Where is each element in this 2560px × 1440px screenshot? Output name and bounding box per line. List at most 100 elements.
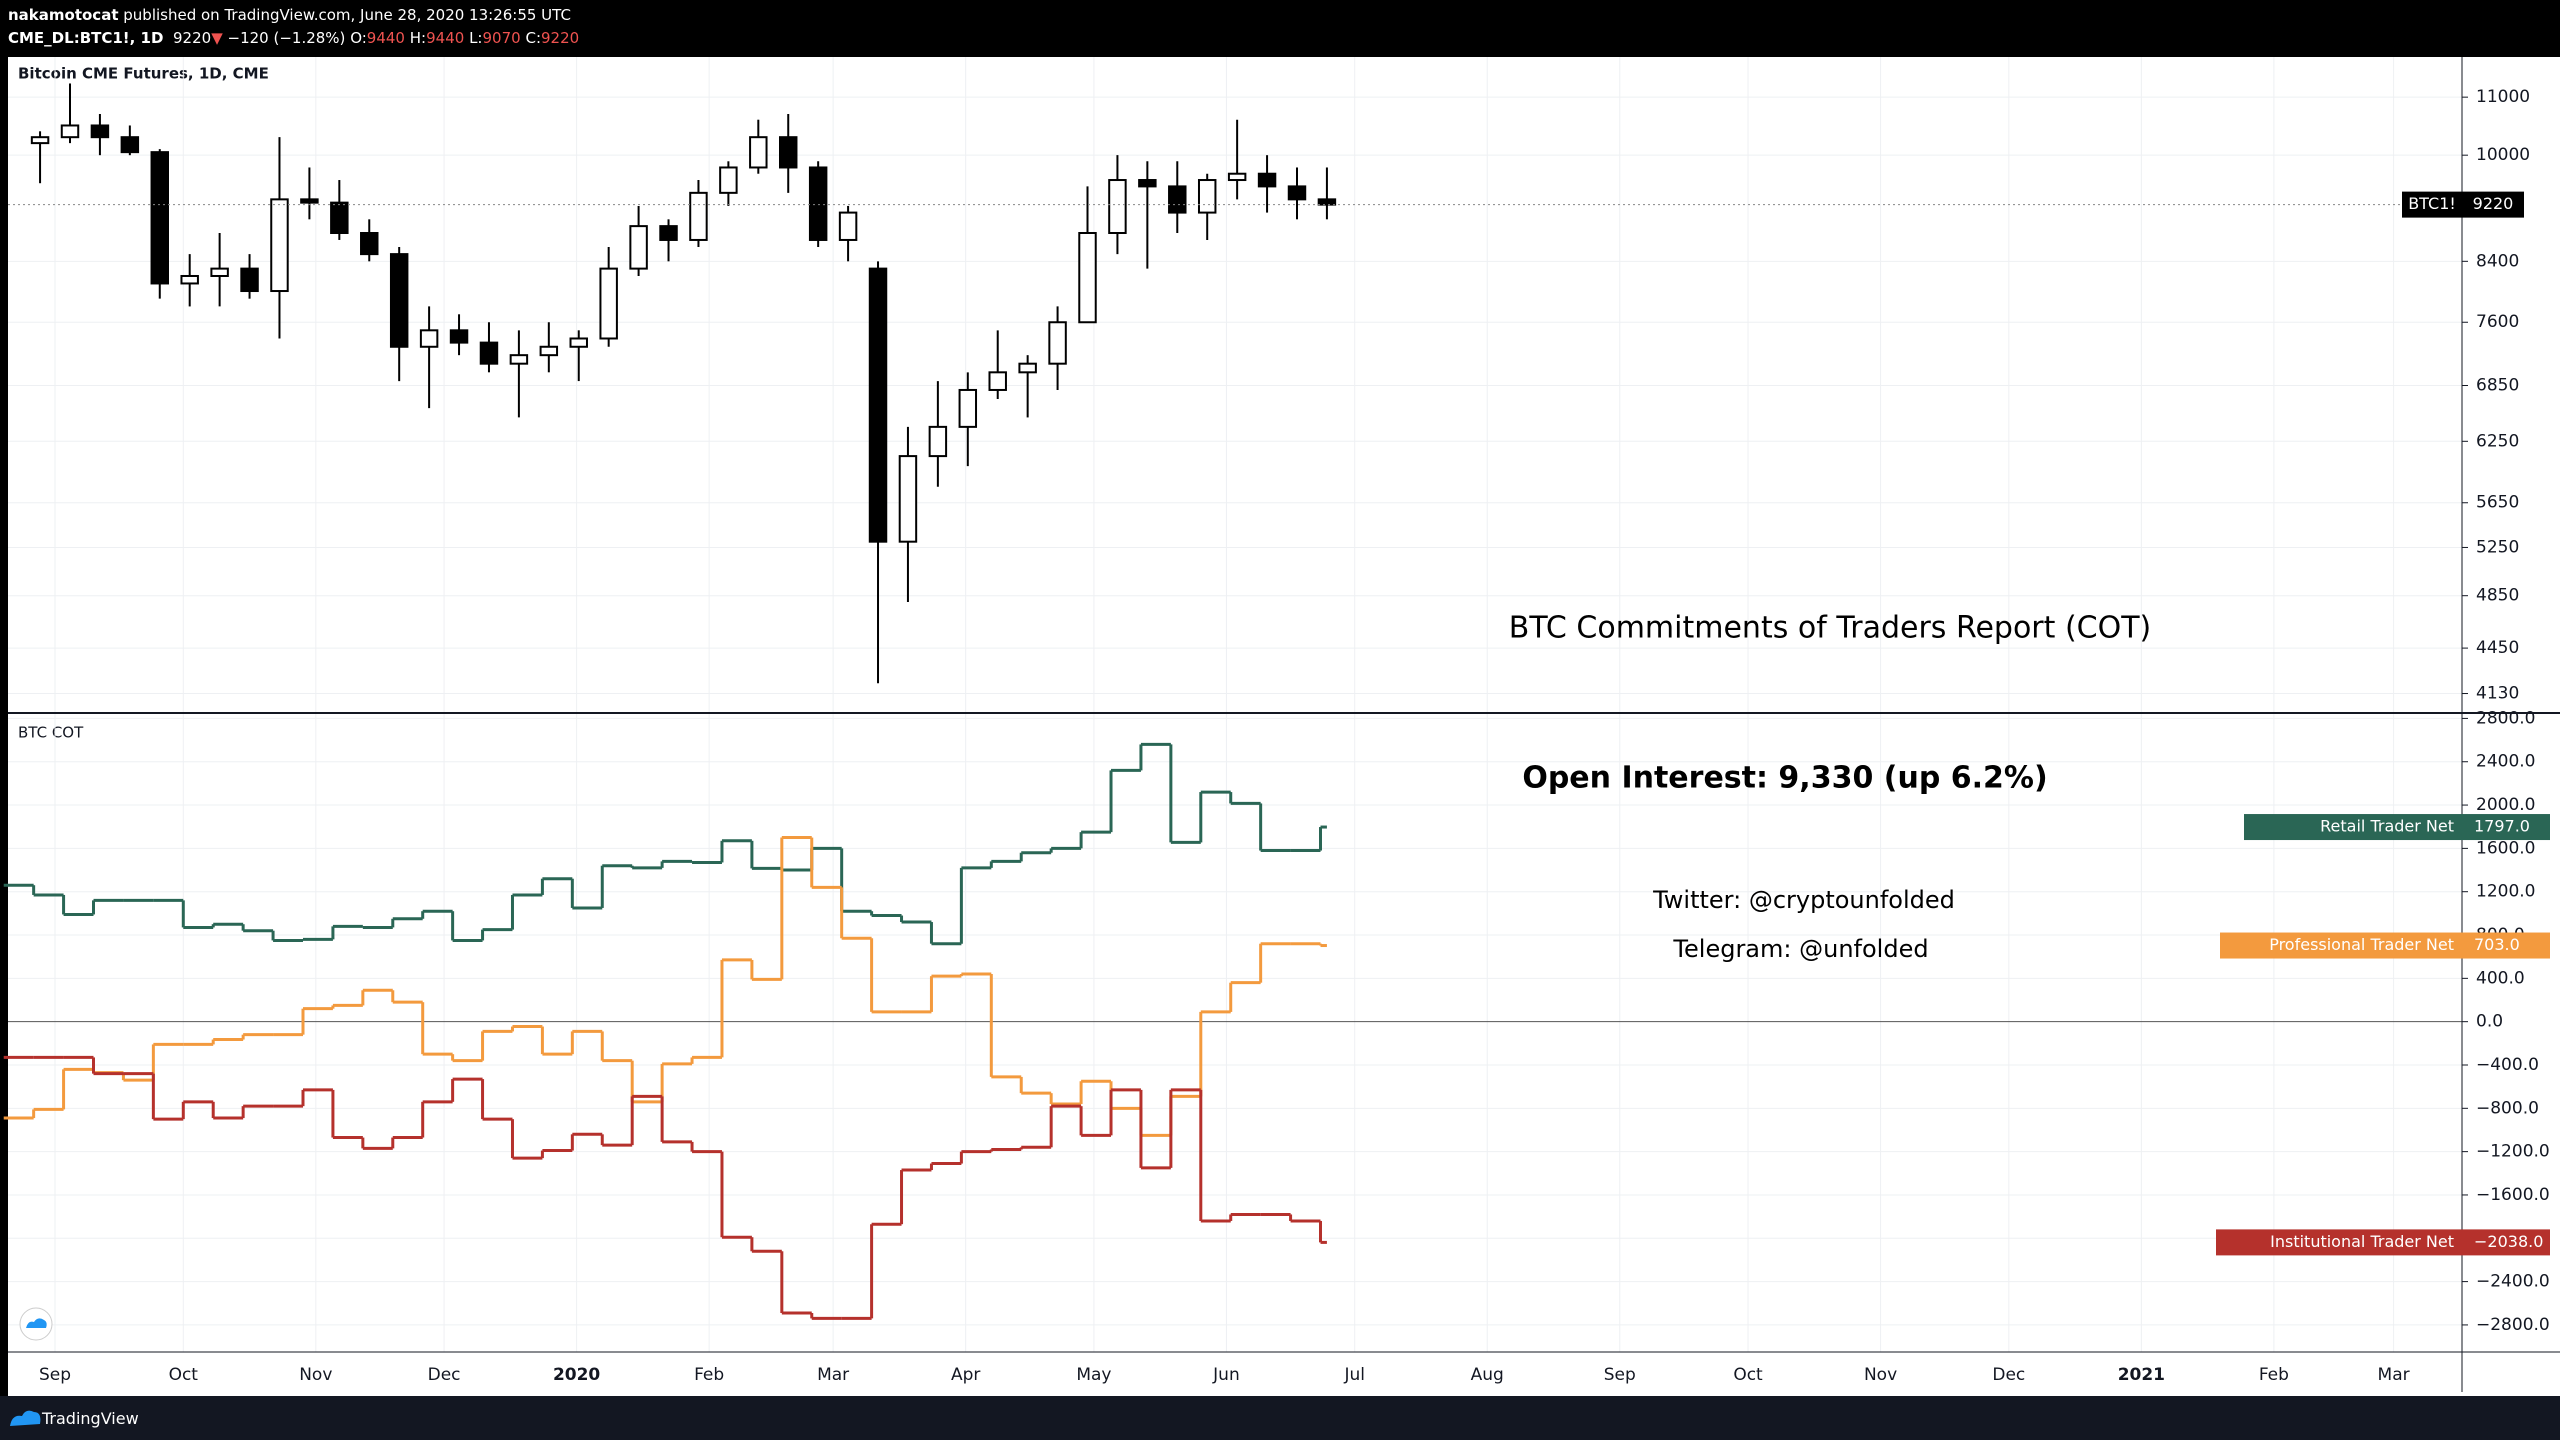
publish-line: nakamotocat published on TradingView.com… bbox=[8, 6, 571, 24]
x-tick-label: Dec bbox=[428, 1365, 461, 1385]
candle-body bbox=[988, 371, 1007, 391]
x-tick-label: Sep bbox=[39, 1365, 71, 1385]
author[interactable]: nakamotocat bbox=[8, 6, 119, 24]
y-tick-label: 6850 bbox=[2476, 376, 2519, 396]
x-tick-label: Dec bbox=[1992, 1365, 2025, 1385]
series-tag bbox=[2244, 814, 2550, 841]
candles bbox=[30, 83, 1337, 684]
ohlc-value: 9070 bbox=[482, 29, 521, 47]
pane-title: BTC COT bbox=[18, 724, 84, 742]
y-tick-label: 6250 bbox=[2476, 431, 2519, 451]
ohlc-value: 9440 bbox=[426, 29, 465, 47]
candle-body bbox=[749, 136, 768, 169]
y-tick-label: 5650 bbox=[2476, 493, 2519, 513]
symbol-line: CME_DL:BTC1!, 1D 9220▼ −120 (−1.28%) O:9… bbox=[8, 29, 584, 47]
candle-body bbox=[539, 345, 559, 357]
series-tag bbox=[2220, 932, 2550, 959]
ohlc-label: L: bbox=[469, 29, 483, 47]
header: nakamotocat published on TradingView.com… bbox=[0, 0, 2560, 55]
candle-body bbox=[868, 267, 888, 543]
candle-body bbox=[808, 166, 828, 241]
y-tick-label: 4850 bbox=[2476, 586, 2519, 606]
value-label: 1797.0 bbox=[2474, 817, 2530, 836]
candle-body bbox=[719, 166, 738, 194]
candle-body bbox=[120, 136, 140, 154]
y-tick-label: −800.0 bbox=[2476, 1098, 2539, 1118]
candle-body bbox=[1287, 185, 1307, 201]
y-tick-label: −1600.0 bbox=[2476, 1185, 2550, 1205]
series bbox=[3, 742, 1327, 946]
candle-body bbox=[1018, 362, 1037, 374]
candle-body bbox=[1048, 321, 1067, 365]
candle-body bbox=[599, 267, 618, 340]
value-label: −2038.0 bbox=[2474, 1232, 2543, 1251]
chart-area bbox=[8, 57, 2560, 1396]
candle-body bbox=[1317, 198, 1337, 206]
candle-body bbox=[1078, 232, 1097, 324]
x-tick-label: Nov bbox=[299, 1365, 332, 1385]
candle-body bbox=[270, 198, 289, 293]
y-tick-label: 8400 bbox=[2476, 251, 2519, 271]
series bbox=[3, 1055, 1327, 1320]
ohlc-value: 9220 bbox=[541, 29, 580, 47]
candle-body bbox=[509, 354, 529, 365]
published: published on TradingView.com, June 28, 2… bbox=[123, 6, 571, 24]
footer: TradingView bbox=[0, 1396, 2560, 1440]
x-tick-label: Jul bbox=[1343, 1365, 1365, 1385]
candle-body bbox=[479, 341, 499, 365]
candle-body bbox=[240, 267, 259, 293]
y-tick-label: 10000 bbox=[2476, 145, 2530, 165]
brand-logo bbox=[10, 1410, 41, 1426]
y-tick-label: 1600.0 bbox=[2476, 838, 2535, 858]
series bbox=[3, 836, 1327, 1137]
y-tick-label: 7600 bbox=[2476, 312, 2519, 332]
y-tick-label: 0.0 bbox=[2476, 1012, 2503, 1032]
x-tick-label: 2020 bbox=[553, 1365, 600, 1385]
candle-body bbox=[330, 201, 349, 235]
candle-body bbox=[1257, 172, 1277, 188]
candle-body bbox=[928, 425, 948, 458]
candle-body bbox=[838, 211, 858, 241]
candle-body bbox=[60, 124, 80, 139]
price-tag bbox=[2462, 191, 2524, 218]
last-price: 9220 bbox=[173, 29, 212, 47]
y-tick-label: 400.0 bbox=[2476, 968, 2525, 988]
y-tick-label: 1200.0 bbox=[2476, 882, 2535, 902]
y-tick-label: 2400.0 bbox=[2476, 752, 2535, 772]
brand[interactable]: TradingView bbox=[42, 1409, 139, 1428]
candle-body bbox=[689, 191, 708, 241]
candle-body bbox=[779, 136, 798, 169]
ohlc-label: C: bbox=[525, 29, 541, 47]
x-tick-label: Aug bbox=[1471, 1365, 1504, 1385]
logo-icon bbox=[26, 1318, 47, 1328]
candle-body bbox=[659, 225, 678, 241]
y-tick-label: 4130 bbox=[2476, 684, 2519, 704]
x-tick-label: Feb bbox=[694, 1365, 724, 1385]
x-tick-label: Nov bbox=[1864, 1365, 1897, 1385]
symbol-tag bbox=[2402, 191, 2462, 218]
ohlc-label: H: bbox=[409, 29, 427, 47]
candle-body bbox=[958, 388, 978, 428]
x-tick-label: Mar bbox=[817, 1365, 849, 1385]
ohlc-label: O: bbox=[350, 29, 367, 47]
candle-body bbox=[629, 225, 648, 270]
value-label: 703.0 bbox=[2474, 935, 2520, 954]
x-tick-label: Jun bbox=[1212, 1365, 1240, 1385]
candle-body bbox=[569, 337, 588, 348]
candle-body bbox=[30, 136, 50, 145]
candle-body bbox=[1227, 172, 1247, 182]
legend-label: Professional Trader Net bbox=[2269, 935, 2454, 954]
y-tick-label: −400.0 bbox=[2476, 1055, 2539, 1075]
x-tick-label: Oct bbox=[1733, 1365, 1763, 1385]
candle-body bbox=[180, 274, 199, 285]
candle-body bbox=[419, 329, 439, 348]
x-tick-label: May bbox=[1076, 1365, 1111, 1385]
x-tick-label: 2021 bbox=[2118, 1365, 2165, 1385]
candle-body bbox=[449, 329, 469, 344]
candle-body bbox=[389, 253, 409, 348]
annotation: Open Interest: 9,330 (up 6.2%) bbox=[1522, 761, 2047, 796]
candle-body bbox=[1168, 185, 1187, 214]
chart: Bitcoin CME Futures, 1D, CME BTC COT Sep… bbox=[0, 55, 2560, 1396]
y-tick-label: −2800.0 bbox=[2476, 1315, 2550, 1335]
